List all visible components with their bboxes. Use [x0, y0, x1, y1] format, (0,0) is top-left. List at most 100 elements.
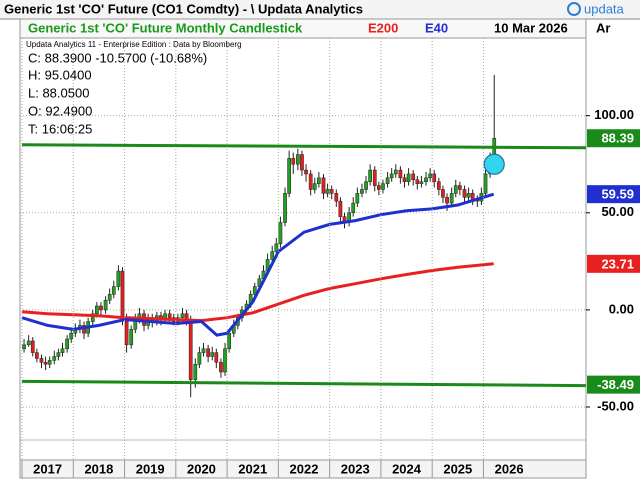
candle-body — [321, 177, 326, 194]
candle-body — [458, 185, 462, 190]
candle-body — [188, 319, 193, 381]
window-title: Generic 1st 'CO' Future (CO1 Comdty) - \… — [4, 1, 363, 16]
candle-body — [368, 169, 372, 182]
candle-body — [445, 196, 449, 204]
candle-body — [167, 313, 172, 318]
x-tick-label: 2017 — [33, 461, 62, 476]
info-line: L: 88.0500 — [28, 85, 89, 100]
candle-body — [312, 183, 317, 190]
candle-body — [406, 173, 411, 182]
candle-body — [227, 332, 231, 349]
candle-body — [210, 352, 215, 357]
candle-body — [304, 169, 308, 175]
candle-body — [219, 362, 223, 373]
value-badge-label: -38.49 — [597, 377, 634, 392]
y-tick-label: -50.00 — [597, 398, 634, 413]
info-block: Updata Analytics 11 - Enterprise Edition… — [26, 40, 242, 136]
info-line: C: 88.3900 -10.5700 (-10.68%) — [28, 50, 207, 65]
candle-body — [424, 177, 428, 182]
candle-body — [111, 286, 116, 295]
candle-body — [449, 193, 454, 204]
candle-body — [381, 183, 385, 190]
candle-body — [372, 169, 377, 186]
value-badge — [587, 129, 640, 148]
candle-body — [308, 173, 313, 190]
y-tick-label: 100.00 — [594, 107, 634, 122]
candle-body — [270, 251, 275, 260]
candle-body — [223, 348, 227, 373]
plot-area — [19, 37, 587, 461]
x-tick-label: 2025 — [443, 461, 472, 476]
candle-body — [30, 340, 35, 353]
candle-body — [69, 332, 74, 340]
candle-body — [393, 169, 398, 175]
logo-icon — [567, 2, 581, 16]
candle-body — [300, 154, 304, 171]
x-tick-label: 2020 — [187, 461, 216, 476]
candle-body — [432, 173, 437, 182]
candle-body — [287, 158, 291, 194]
candle-body — [338, 200, 343, 217]
candle-body — [252, 286, 257, 295]
info-line: Updata Analytics 11 - Enterprise Edition… — [26, 40, 242, 49]
indicator-line — [21, 262, 494, 323]
candle-body — [291, 158, 296, 165]
date: 10 Mar 2026 — [494, 20, 568, 35]
value-badge-label: 23.71 — [601, 256, 634, 271]
info-line: H: 95.0400 — [28, 67, 92, 82]
candle-body — [436, 181, 441, 190]
corner-label: Ar — [596, 20, 610, 35]
candle-body — [295, 154, 300, 165]
legend-entry: E200 — [368, 20, 398, 35]
value-badge — [587, 185, 640, 204]
candle-body — [107, 294, 112, 301]
info-line: O: 92.4900 — [28, 103, 92, 118]
candle-body — [377, 185, 381, 190]
value-badge-label: 88.39 — [601, 131, 634, 146]
x-tick-label: 2021 — [238, 461, 267, 476]
x-tick-label: 2018 — [84, 461, 113, 476]
x-tick-label: 2023 — [341, 461, 370, 476]
value-badge — [587, 254, 640, 273]
indicator-line — [21, 192, 495, 337]
candle-body — [65, 338, 69, 349]
candle-body — [95, 305, 99, 315]
value-badge-label: 59.59 — [601, 187, 634, 202]
candle-body — [35, 352, 39, 359]
candle-body — [201, 348, 206, 353]
candle-body — [60, 348, 65, 353]
candle-body — [351, 202, 356, 214]
candle-body — [193, 364, 198, 381]
candle-body — [103, 299, 108, 311]
candle-body — [415, 179, 420, 184]
title-bar — [0, 0, 640, 19]
candle-body — [197, 352, 202, 365]
candle-body — [99, 305, 103, 311]
candle-body — [39, 358, 44, 363]
candle-body — [206, 348, 210, 357]
candle-body — [453, 185, 458, 194]
candle-body — [325, 189, 330, 194]
x-tick-label: 2022 — [290, 461, 319, 476]
candle-body — [466, 193, 471, 198]
candle-body — [385, 177, 390, 184]
candle-body — [116, 270, 121, 287]
candle-body — [329, 189, 334, 194]
candle-body — [360, 189, 364, 194]
legend-entry: E40 — [425, 20, 448, 35]
candle-body — [43, 362, 48, 365]
candle-body — [124, 319, 129, 346]
candle-body — [47, 360, 52, 365]
x-tick-label: 2019 — [136, 461, 165, 476]
candle-body — [483, 173, 488, 194]
logo: updata — [567, 1, 625, 16]
candle-body — [411, 173, 416, 181]
chart-title: Generic 1st 'CO' Future Monthly Candlest… — [28, 20, 303, 35]
candle-body — [278, 222, 283, 245]
value-badge — [587, 375, 640, 394]
candle-body — [56, 352, 61, 357]
candle-body — [402, 177, 407, 182]
trendline — [21, 143, 587, 150]
